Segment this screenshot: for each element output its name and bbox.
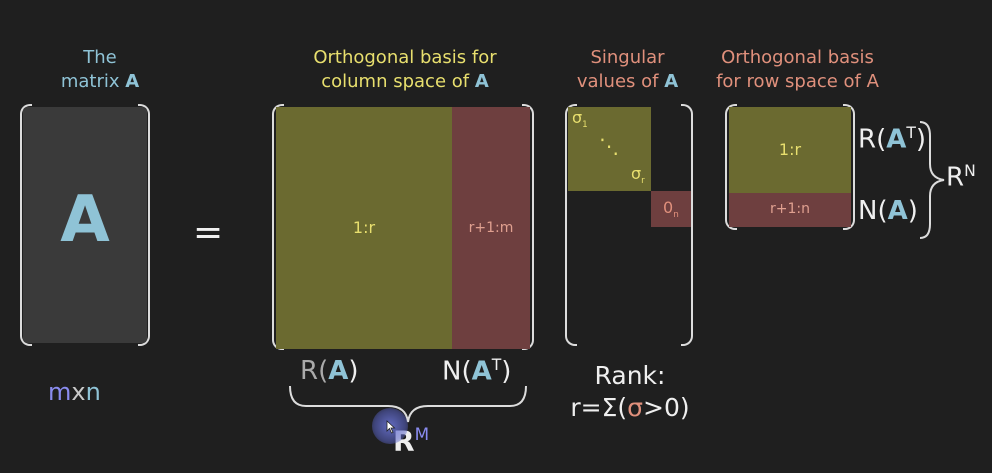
sigma-1: σ1 bbox=[572, 108, 588, 130]
header-matrix-line1: The bbox=[83, 47, 117, 68]
vt-space-label: RN bbox=[946, 162, 976, 193]
sigma-zero: 0n bbox=[663, 198, 679, 220]
vt-space-r: R bbox=[946, 162, 965, 193]
vt-null-suffix: ) bbox=[907, 196, 918, 226]
u-null-prefix: N( bbox=[442, 356, 472, 387]
header-colspace-line1: Orthogonal basis for bbox=[313, 47, 497, 68]
matrix-u-bracket: 1:r r+1:m bbox=[272, 104, 534, 350]
header-matrix-line2: matrix bbox=[60, 71, 126, 92]
u-null-t: T bbox=[491, 356, 502, 374]
vt-row-prefix: R( bbox=[858, 124, 887, 155]
vt-row-suffix: ) bbox=[915, 124, 927, 155]
header-matrix-a: A bbox=[125, 71, 140, 92]
u-null-suffix: ) bbox=[501, 356, 512, 387]
header-rowspace-line2: for row space of A bbox=[716, 71, 879, 92]
header-rowspace: Orthogonal basis for row space of A bbox=[700, 46, 895, 94]
vt-space-n: N bbox=[964, 162, 976, 180]
header-colspace-a: A bbox=[474, 71, 489, 92]
dims-m: m bbox=[48, 378, 72, 406]
rank-label: Rank: r=Σ(σ>0) bbox=[560, 360, 700, 424]
matrix-vt-bracket: 1:r r+1:n bbox=[725, 104, 855, 230]
sigma-zero-sub: n bbox=[673, 210, 679, 221]
sigma-diag-block bbox=[568, 107, 651, 191]
vt-block-r1n bbox=[729, 193, 851, 227]
matrix-a-bracket: A bbox=[20, 104, 150, 346]
rank-cond: >0) bbox=[643, 393, 690, 422]
matrix-a-letter: A bbox=[60, 183, 110, 257]
header-singular-a: A bbox=[664, 71, 679, 92]
sigma-zero-block bbox=[651, 191, 691, 227]
sigma-r-symbol: σ bbox=[631, 164, 642, 183]
u-block-1r bbox=[276, 107, 452, 349]
rank-sum: r=Σ( bbox=[570, 393, 628, 422]
vt-row-label: R(AT) bbox=[858, 124, 926, 155]
header-singular-line2: values of bbox=[576, 71, 665, 92]
sigma-1-symbol: σ bbox=[572, 108, 583, 127]
vt-label-r1n: r+1:n bbox=[770, 201, 810, 217]
sigma-dots: ⋱ bbox=[599, 134, 619, 158]
u-range-prefix: R( bbox=[300, 356, 329, 386]
header-colspace: Orthogonal basis for column space of A bbox=[280, 46, 530, 94]
header-colspace-line2: column space of bbox=[321, 71, 475, 92]
rank-sigma: σ bbox=[627, 393, 644, 422]
u-label-1r: 1:r bbox=[352, 218, 376, 237]
matrix-a-box bbox=[23, 107, 147, 343]
u-block-r1m bbox=[452, 107, 530, 349]
sigma-r-sub: r bbox=[641, 176, 645, 187]
u-null-a: A bbox=[471, 356, 492, 387]
sigma-1-sub: 1 bbox=[582, 120, 588, 131]
vt-null-a: A bbox=[887, 196, 908, 226]
cursor-arrow-icon bbox=[386, 420, 396, 434]
dims-x: x bbox=[71, 378, 86, 406]
sigma-r: σr bbox=[631, 164, 645, 186]
u-label-r1m: r+1:m bbox=[468, 220, 514, 236]
equals-sign: = bbox=[193, 212, 224, 253]
u-range-label: R(A) bbox=[300, 356, 359, 386]
sigma-zero-symbol: 0 bbox=[663, 198, 674, 217]
header-singular: Singular values of A bbox=[565, 46, 690, 94]
u-space-m: M bbox=[414, 424, 430, 444]
header-singular-line1: Singular bbox=[590, 47, 665, 68]
rank-line1: Rank: bbox=[594, 361, 666, 390]
matrix-sigma-bracket: σ1 ⋱ σr 0n bbox=[565, 104, 693, 346]
vt-null-prefix: N( bbox=[858, 196, 888, 226]
u-null-label: N(AT) bbox=[442, 356, 511, 387]
u-bottom-brace bbox=[289, 385, 527, 423]
header-rowspace-line1: Orthogonal basis bbox=[721, 47, 874, 68]
u-range-suffix: ) bbox=[348, 356, 359, 386]
vt-block-1r bbox=[729, 107, 851, 193]
u-range-a: A bbox=[328, 356, 349, 386]
vt-row-t: T bbox=[906, 124, 916, 142]
dims-n: n bbox=[85, 378, 101, 406]
vt-right-brace bbox=[919, 121, 945, 239]
header-matrix: The matrix A bbox=[40, 46, 160, 94]
vt-label-1r: 1:r bbox=[778, 140, 802, 159]
matrix-dims: mxn bbox=[48, 378, 101, 406]
vt-row-a: A bbox=[886, 124, 907, 155]
vt-null-label: N(A) bbox=[858, 196, 918, 226]
